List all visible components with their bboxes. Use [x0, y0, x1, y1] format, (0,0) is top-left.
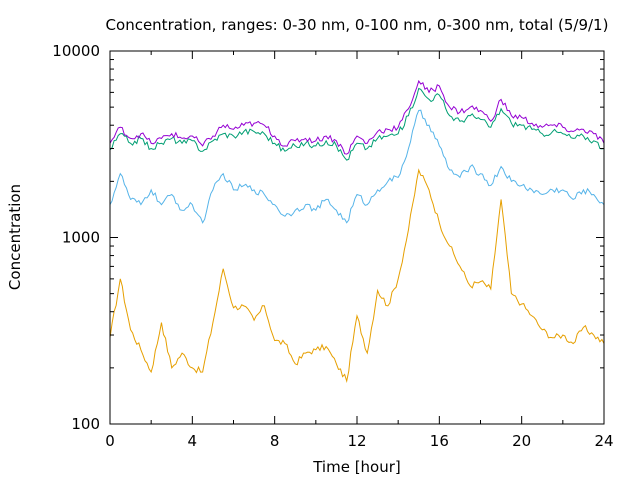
x-tick-label: 24	[594, 432, 613, 450]
series-line-3	[109, 87, 605, 161]
x-tick-label: 16	[430, 432, 449, 450]
x-axis-label: Time [hour]	[312, 458, 401, 476]
y-tick-label: 10000	[52, 42, 100, 60]
ticks-layer: 0 4 8 12 16 20 24 100 1000 10000	[52, 42, 613, 450]
x-tick-label: 12	[347, 432, 366, 450]
y-axis-label: Concentration	[6, 184, 24, 290]
series-line-1	[109, 168, 605, 384]
series-layer	[109, 79, 605, 384]
series-line-2	[109, 109, 605, 224]
x-tick-label: 4	[188, 432, 198, 450]
x-tick-label: 20	[512, 432, 531, 450]
x-tick-label: 8	[270, 432, 280, 450]
chart-title: Concentration, ranges: 0-30 nm, 0-100 nm…	[106, 16, 609, 34]
x-tick-label: 0	[105, 432, 115, 450]
plot-frame	[109, 50, 605, 425]
series-line-4	[109, 79, 605, 155]
y-tick-label: 1000	[62, 229, 100, 247]
y-tick-label: 100	[71, 415, 100, 433]
